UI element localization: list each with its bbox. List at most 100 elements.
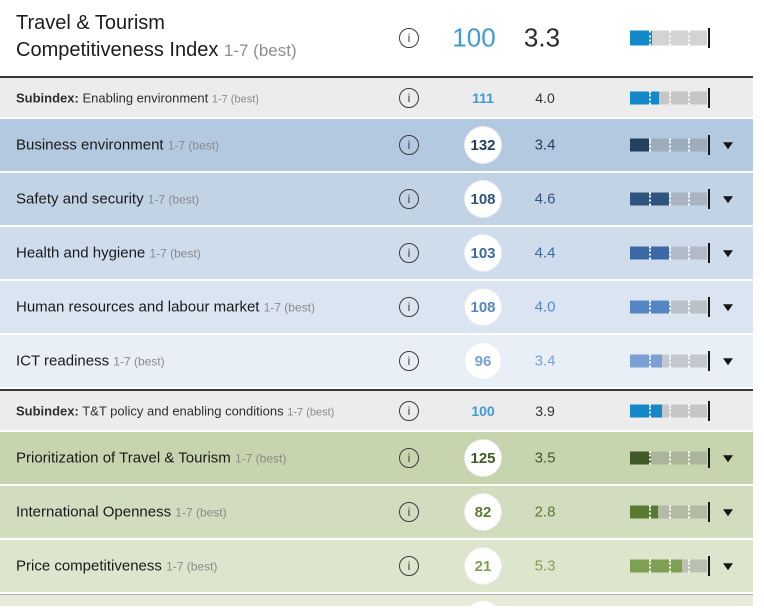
scale-label: 1-7 (best): [211, 93, 259, 105]
score-bar: [630, 559, 707, 573]
pillar-row[interactable]: Human resources and labour market 1-7 (b…: [0, 281, 753, 333]
subindex-label: Subindex: Enabling environment 1-7 (best…: [16, 90, 259, 105]
subindex-row: Subindex: T&T policy and enabling condit…: [0, 389, 753, 430]
score-bar: [630, 192, 707, 206]
score-value: 3.9: [535, 402, 555, 419]
score-value: 3.4: [534, 352, 556, 370]
score-bar-fill: [630, 505, 659, 519]
rank-badge: 96: [464, 342, 502, 380]
page-title: Travel & Tourism Competitiveness Index 1…: [16, 12, 297, 61]
score-value: 3.5: [534, 449, 556, 467]
score-value: 4.0: [535, 89, 555, 106]
bar-end-marker: [708, 297, 710, 317]
pillar-label: Price competitiveness 1-7 (best): [16, 557, 218, 575]
score-value: 4.0: [534, 298, 556, 316]
bar-end-marker: [708, 351, 710, 371]
info-icon[interactable]: i: [399, 243, 419, 263]
ttci-header-row: Travel & Tourism Competitiveness Index 1…: [0, 0, 753, 76]
pillar-row[interactable]: Health and hygiene 1-7 (best) i 103 4.4: [0, 227, 753, 279]
score-bar: [630, 91, 707, 104]
expand-caret-icon[interactable]: [723, 250, 733, 258]
pillar-label: Health and hygiene 1-7 (best): [16, 244, 201, 262]
expand-caret-icon[interactable]: [723, 563, 733, 571]
bar-end-marker: [708, 400, 710, 421]
partial-next-row: [0, 594, 753, 606]
scale-label: 1-7 (best): [287, 406, 335, 418]
bar-end-marker: [708, 556, 710, 576]
rank-value: 100: [452, 22, 496, 53]
score-bar: [630, 354, 707, 368]
pillar-label: Prioritization of Travel & Tourism 1-7 (…: [16, 449, 287, 467]
score-bar-fill: [630, 404, 662, 417]
rank-badge: 21: [464, 547, 502, 585]
scale-label: 1-7 (best): [223, 41, 297, 60]
score-bar-fill: [630, 559, 682, 573]
subindex-row: Subindex: Enabling environment 1-7 (best…: [0, 76, 753, 117]
rank-badge: [464, 600, 502, 606]
rank-badge: 108: [464, 288, 502, 326]
rank-badge: 125: [464, 439, 502, 477]
expand-caret-icon[interactable]: [723, 142, 733, 150]
score-bar: [630, 138, 707, 152]
scale-label: 1-7 (best): [167, 138, 220, 153]
bar-end-marker: [708, 243, 710, 263]
score-bar-fill: [630, 138, 650, 152]
expand-caret-icon[interactable]: [723, 304, 733, 312]
info-icon[interactable]: i: [399, 502, 419, 522]
scale-label: 1-7 (best): [149, 246, 201, 261]
subindex-label: Subindex: T&T policy and enabling condit…: [16, 403, 335, 418]
info-icon[interactable]: i: [399, 556, 419, 576]
pillar-row[interactable]: ICT readiness 1-7 (best) i 96 3.4: [0, 335, 753, 387]
bar-end-marker: [708, 448, 710, 468]
bar-end-marker: [708, 135, 710, 155]
scale-label: 1-7 (best): [166, 559, 218, 574]
score-bar: [630, 505, 707, 519]
rank-badge: 108: [464, 180, 502, 218]
scale-label: 1-7 (best): [234, 451, 287, 466]
info-icon[interactable]: i: [399, 351, 419, 371]
bar-end-marker: [708, 502, 710, 522]
score-value: 4.4: [534, 244, 556, 262]
info-icon[interactable]: i: [399, 135, 419, 155]
pillar-label: ICT readiness 1-7 (best): [16, 352, 165, 370]
pillar-row[interactable]: Safety and security 1-7 (best) i 108 4.6: [0, 173, 753, 225]
rows: Subindex: Enabling environment 1-7 (best…: [0, 76, 753, 606]
pillar-row[interactable]: International Openness 1-7 (best) i 82 2…: [0, 486, 753, 538]
bar-end-marker: [708, 87, 710, 108]
score-bar-fill: [630, 30, 652, 46]
bar-end-marker: [708, 28, 710, 48]
info-icon[interactable]: i: [399, 28, 419, 48]
score-value: 5.3: [534, 557, 556, 575]
pillar-label: International Openness 1-7 (best): [16, 503, 227, 521]
score-bar-fill: [630, 451, 651, 465]
expand-caret-icon[interactable]: [723, 455, 733, 463]
score-value: 3.3: [523, 22, 561, 53]
pillar-row[interactable]: Business environment 1-7 (best) i 132 3.…: [0, 119, 753, 171]
info-icon[interactable]: i: [399, 87, 419, 108]
score-bar: [630, 404, 707, 417]
expand-caret-icon[interactable]: [723, 358, 733, 366]
score-bar: [630, 30, 707, 46]
info-icon[interactable]: i: [399, 400, 419, 421]
scale-label: 1-7 (best): [113, 354, 165, 369]
rank-badge: 103: [464, 234, 502, 272]
score-value: 3.4: [534, 136, 556, 154]
info-icon[interactable]: i: [399, 189, 419, 209]
pillar-row[interactable]: Price competitiveness 1-7 (best) i 21 5.…: [0, 540, 753, 592]
rank-value: 100: [471, 402, 495, 419]
rank-badge: 132: [464, 126, 502, 164]
pillar-label: Human resources and labour market 1-7 (b…: [16, 298, 315, 316]
rank-value: 111: [472, 89, 494, 106]
info-icon[interactable]: i: [399, 297, 419, 317]
info-icon[interactable]: i: [399, 448, 419, 468]
scale-label: 1-7 (best): [147, 192, 200, 207]
score-bar-fill: [630, 354, 662, 368]
scale-label: 1-7 (best): [175, 505, 227, 520]
bar-end-marker: [708, 189, 710, 209]
pillar-row[interactable]: Prioritization of Travel & Tourism 1-7 (…: [0, 432, 753, 484]
score-bar: [630, 300, 707, 314]
scale-label: 1-7 (best): [263, 300, 315, 315]
expand-caret-icon[interactable]: [723, 196, 733, 204]
expand-caret-icon[interactable]: [723, 509, 733, 517]
